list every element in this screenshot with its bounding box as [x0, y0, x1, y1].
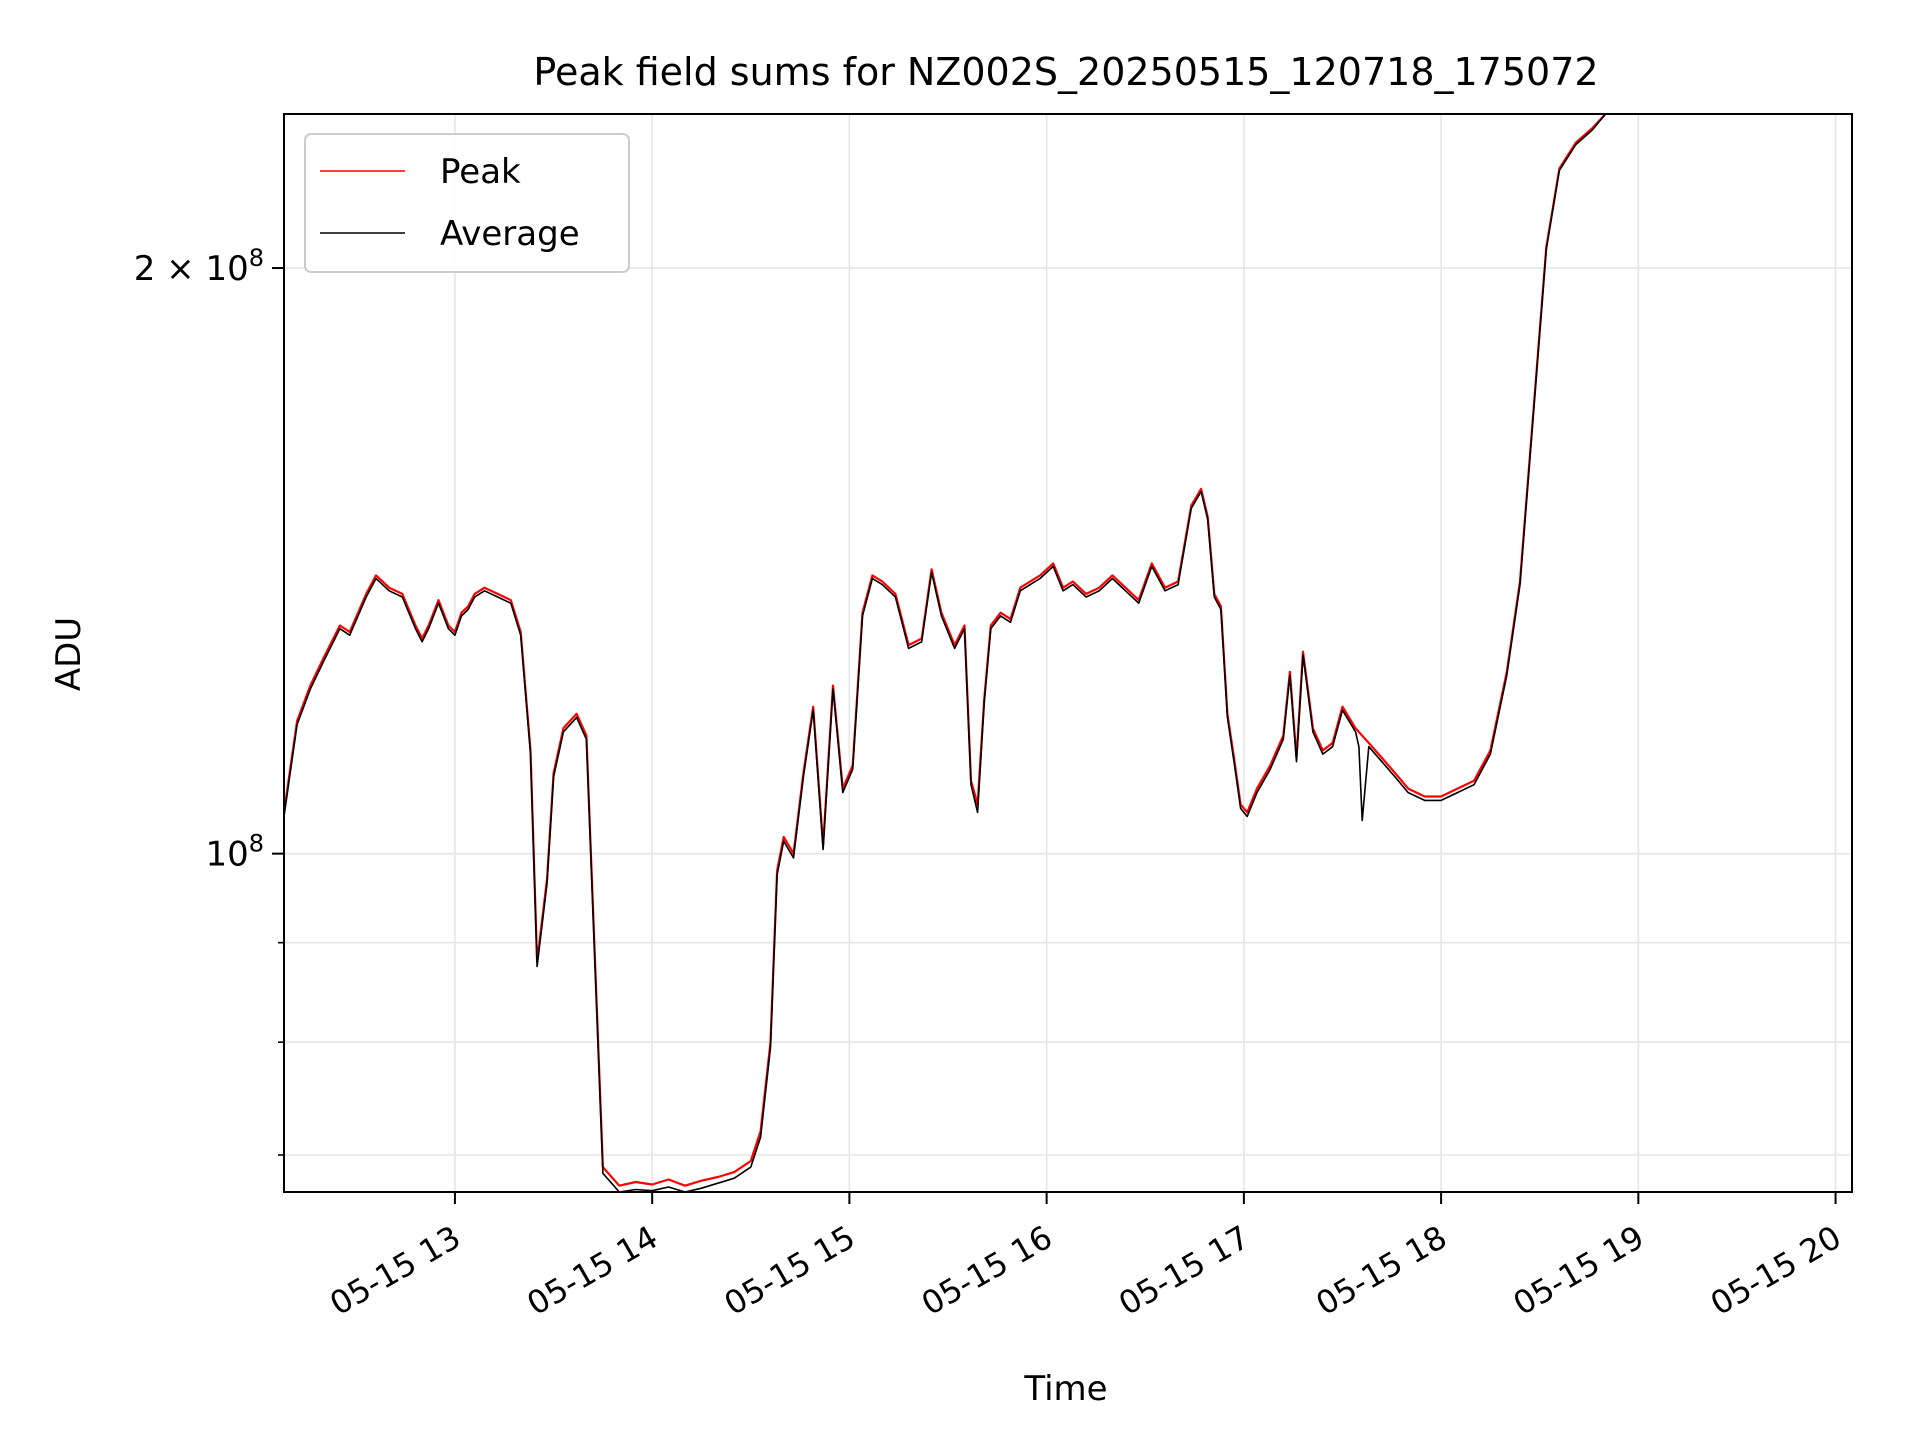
- x-tick-label: 05-15 20: [1704, 1218, 1848, 1323]
- y-axis-label: ADU: [49, 617, 89, 691]
- x-axis-label: Time: [1023, 1369, 1107, 1409]
- y-tick-label: 108: [205, 830, 264, 875]
- x-tick-label: 05-15 19: [1507, 1218, 1651, 1323]
- legend-peak-label: Peak: [440, 152, 521, 192]
- chart-title: Peak field sums for NZ002S_20250515_1207…: [533, 50, 1598, 94]
- grid-lines: [284, 114, 1852, 1192]
- x-tick-label: 05-15 13: [323, 1218, 467, 1323]
- series-line-average: [284, 114, 1607, 1192]
- y-tick-label: 2 × 108: [134, 244, 264, 289]
- x-tick-label: 05-15 14: [521, 1218, 665, 1323]
- legend-box: [304, 133, 630, 273]
- x-tick-label: 05-15 16: [915, 1218, 1059, 1323]
- x-tick-label: 05-15 15: [718, 1218, 862, 1323]
- legend-average-label: Average: [440, 214, 580, 254]
- plot-area-frame: [283, 113, 1853, 1193]
- legend: Peak Average: [304, 133, 630, 273]
- series-line-peak: [284, 114, 1607, 1187]
- x-tick-label: 05-15 18: [1309, 1218, 1453, 1323]
- x-axis-ticks: 05-15 13 05-15 14 05-15 15 05-15 16 05-15 17…: [323, 1192, 1848, 1323]
- series-lines: [284, 114, 1607, 1192]
- y-axis-ticks: 108 2 × 108: [134, 244, 284, 1156]
- x-tick-label: 05-15 17: [1112, 1218, 1256, 1323]
